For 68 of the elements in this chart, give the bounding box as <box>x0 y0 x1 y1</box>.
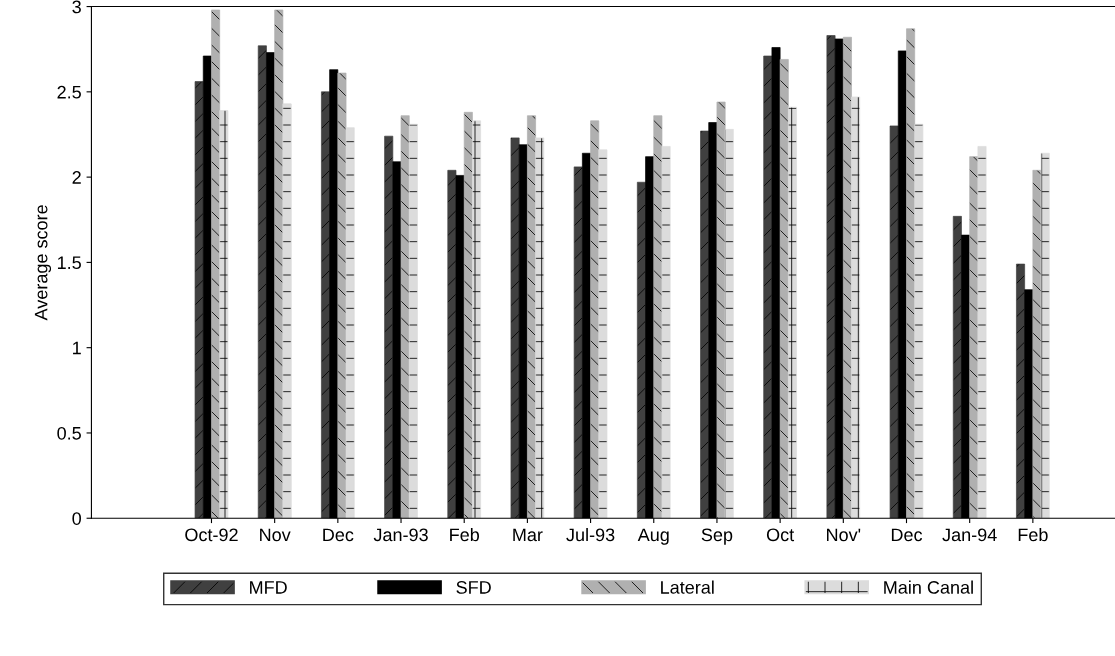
x-tick-label: Nov' <box>827 528 861 542</box>
bar <box>842 36 852 519</box>
x-tick-label: Feb <box>1018 527 1048 542</box>
bar <box>636 181 646 519</box>
legend-label: Lateral <box>661 580 714 594</box>
y-tick-label: 1 <box>73 341 81 355</box>
bar <box>1032 169 1042 519</box>
y-tick-label: 2 <box>72 171 81 184</box>
bar <box>472 120 481 519</box>
legend-label: SFD <box>456 581 491 594</box>
bar <box>724 129 734 519</box>
bar <box>274 9 284 519</box>
bar <box>653 115 663 519</box>
bar <box>321 91 330 519</box>
bar <box>384 135 394 519</box>
bar <box>716 101 726 519</box>
y-tick-label: 3 <box>72 0 81 14</box>
x-tick-label: Mar <box>513 528 543 542</box>
bar <box>851 96 861 519</box>
bar <box>211 9 221 519</box>
bar <box>779 59 789 519</box>
x-tick-label: Dec <box>891 528 923 542</box>
bar <box>977 146 987 519</box>
bar <box>408 123 418 519</box>
bar <box>463 111 473 519</box>
legend-label: MFD <box>250 581 287 594</box>
bar <box>1016 263 1025 519</box>
y-tick-label: 1.5 <box>57 256 81 270</box>
bar <box>337 72 347 519</box>
bar <box>889 125 899 519</box>
bar <box>661 146 671 519</box>
bar <box>590 120 600 519</box>
x-tick-label: Nov <box>260 528 291 542</box>
legend-label: Main Canal <box>884 580 973 594</box>
bar <box>527 115 536 519</box>
bar <box>257 45 267 519</box>
bar <box>282 103 292 519</box>
bar <box>447 169 457 519</box>
x-tick-label: Jan-94 <box>942 528 997 542</box>
y-tick-label: 2.5 <box>57 85 81 99</box>
x-tick-label: Oct-92 <box>185 528 238 542</box>
bar <box>914 123 924 519</box>
x-tick-label: Sep <box>701 528 733 545</box>
bar <box>345 127 355 519</box>
x-tick-label: Dec <box>323 528 354 542</box>
bar <box>700 130 710 519</box>
bar <box>573 166 583 519</box>
bar <box>952 216 962 519</box>
bar <box>763 55 773 519</box>
bar <box>535 137 545 519</box>
y-tick-label: 0 <box>72 512 81 525</box>
x-tick-label: Jul-93 <box>566 527 615 542</box>
bar <box>787 106 797 519</box>
x-tick-label: Jan-93 <box>373 528 428 542</box>
bar <box>510 137 520 519</box>
x-tick-label: Oct <box>766 528 795 542</box>
x-tick-label: Feb <box>450 527 480 542</box>
y-axis-title: Average score <box>34 205 52 321</box>
bar <box>1040 152 1050 519</box>
bar <box>194 81 204 519</box>
bar <box>826 35 836 519</box>
bar <box>969 156 979 519</box>
bar <box>400 115 410 519</box>
y-tick-label: 0.5 <box>57 426 81 440</box>
bar <box>219 110 229 519</box>
bar <box>598 149 608 519</box>
x-tick-label: Aug <box>637 528 669 545</box>
bar <box>906 28 916 519</box>
